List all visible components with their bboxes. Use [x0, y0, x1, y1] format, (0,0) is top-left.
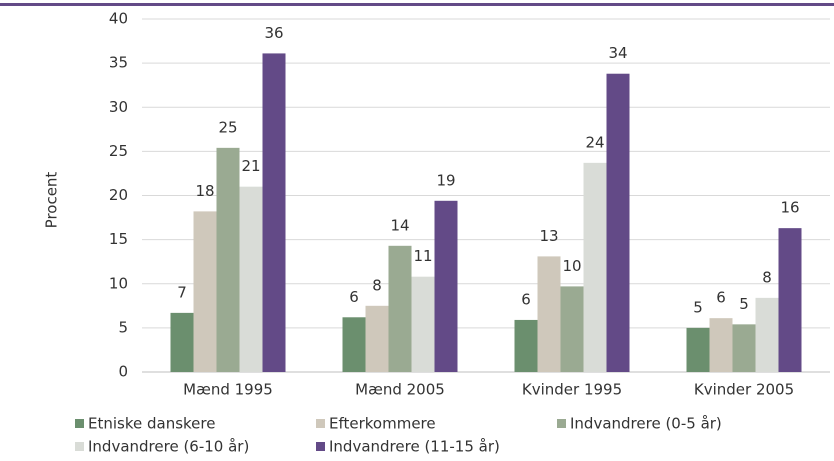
bar	[216, 147, 240, 372]
value-label: 34	[608, 44, 627, 62]
bar	[514, 319, 538, 372]
value-label: 13	[539, 227, 558, 245]
bar	[686, 327, 710, 372]
value-label: 19	[436, 171, 455, 189]
legend-label: Indvandrere (6-10 år)	[88, 438, 249, 456]
value-label: 5	[693, 298, 703, 316]
bar	[342, 317, 366, 372]
legend-label: Indvandrere (0-5 år)	[570, 415, 722, 433]
value-label: 10	[562, 257, 581, 275]
bar	[365, 305, 389, 372]
bar	[709, 318, 733, 372]
value-label: 6	[716, 289, 726, 307]
x-tick-label: Kvinder 1995	[522, 381, 622, 399]
value-label: 14	[390, 216, 409, 234]
value-label: 18	[195, 182, 214, 200]
bar	[239, 186, 263, 372]
value-label: 21	[241, 157, 260, 175]
value-label: 5	[739, 295, 749, 313]
y-tick-label: 5	[118, 318, 128, 336]
legend-swatch	[557, 419, 566, 428]
bar	[732, 324, 756, 372]
value-label: 7	[177, 283, 187, 301]
legend-label: Efterkommere	[329, 415, 436, 433]
y-tick-label: 20	[109, 186, 128, 204]
value-label: 16	[780, 199, 799, 217]
value-label: 8	[372, 276, 382, 294]
value-label: 6	[349, 288, 359, 306]
bar	[537, 256, 561, 372]
legend-swatch	[316, 419, 325, 428]
x-tick-label: Mænd 1995	[183, 381, 273, 399]
value-label: 11	[413, 247, 432, 265]
y-axis-label: Procent	[43, 172, 61, 229]
bar	[755, 297, 779, 372]
y-tick-label: 0	[118, 363, 128, 381]
x-tick-label: Mænd 2005	[355, 381, 445, 399]
legend-swatch	[75, 442, 84, 451]
legend-label: Indvandrere (11-15 år)	[329, 438, 500, 456]
value-label: 6	[521, 290, 531, 308]
value-label: 36	[264, 24, 283, 42]
bar	[606, 73, 630, 372]
bar	[388, 245, 412, 372]
bar	[170, 312, 194, 372]
x-tick-label: Kvinder 2005	[694, 381, 794, 399]
bar	[434, 200, 458, 372]
y-tick-label: 30	[109, 98, 128, 116]
top-rule	[0, 3, 834, 6]
y-tick-label: 15	[109, 230, 128, 248]
bar	[583, 162, 607, 372]
value-label: 25	[218, 118, 237, 136]
y-tick-label: 25	[109, 142, 128, 160]
legend-swatch	[316, 442, 325, 451]
bar	[411, 276, 435, 372]
legend-swatch	[75, 419, 84, 428]
value-label: 24	[585, 133, 604, 151]
y-tick-label: 40	[109, 10, 128, 28]
y-tick-label: 10	[109, 274, 128, 292]
legend-label: Etniske danskere	[88, 415, 215, 433]
value-label: 8	[762, 268, 772, 286]
y-tick-label: 35	[109, 54, 128, 72]
bar	[778, 228, 802, 372]
bar	[262, 53, 286, 372]
bar	[193, 211, 217, 372]
bar	[560, 286, 584, 372]
